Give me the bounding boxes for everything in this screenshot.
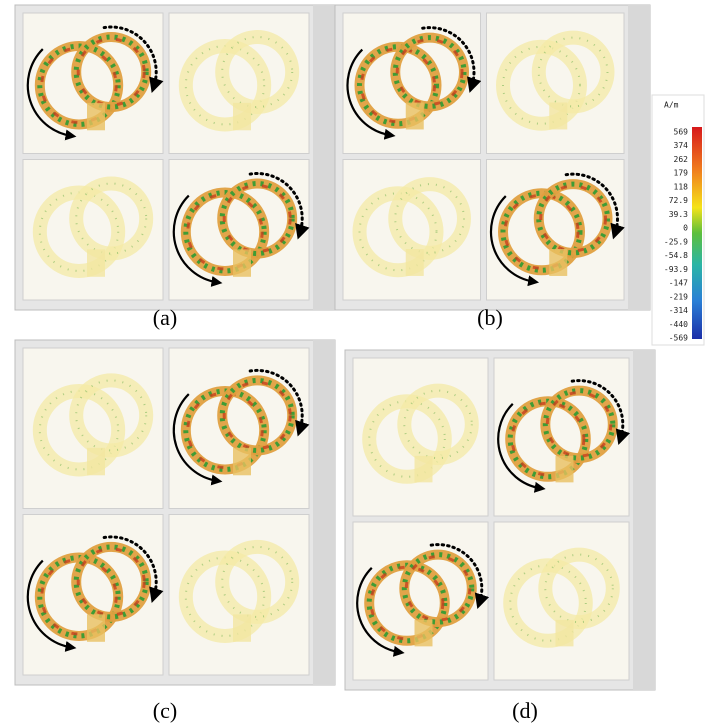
feed	[556, 620, 574, 646]
panel-label: (a)	[153, 305, 177, 330]
feed	[87, 103, 105, 130]
panel: (b)	[335, 5, 650, 330]
legend-tick: 72.9	[669, 196, 688, 205]
legend-tick: 179	[674, 169, 689, 178]
panel-side	[628, 5, 650, 310]
legend-tick: 39.3	[669, 210, 688, 219]
legend-tick: -147	[669, 279, 688, 288]
legend-tick: 118	[674, 182, 689, 191]
panel: (d)	[345, 350, 655, 723]
feed	[87, 448, 105, 475]
feed	[87, 249, 105, 276]
feed	[415, 620, 433, 646]
feed	[549, 103, 567, 130]
legend-tick: 374	[674, 141, 689, 150]
feed	[233, 448, 251, 475]
panel-side	[633, 350, 655, 690]
legend-tick: -54.8	[664, 251, 688, 260]
feed	[233, 614, 251, 641]
legend-unit: A/m	[664, 101, 679, 110]
legend-tick: 0	[683, 224, 688, 233]
panel-side	[313, 5, 335, 310]
legend-tick: -440	[669, 320, 688, 329]
panel-label: (b)	[477, 305, 503, 330]
legend-tick: 262	[674, 155, 689, 164]
legend-tick: -93.9	[664, 265, 688, 274]
legend-tick: -314	[669, 306, 688, 315]
panel-side	[313, 340, 335, 685]
legend: A/m 569 374 262 179 118 72.9 39.3 0 -25.9 -54.8 -93…	[652, 95, 704, 345]
panel-label: (c)	[153, 698, 177, 723]
feed	[415, 456, 433, 482]
panel: (a)	[15, 5, 335, 330]
figure-canvas: (a) (b) (c) (d) A/m 569 374 262 179 118 72.9 39.3 0 -…	[0, 0, 705, 727]
feed	[233, 249, 251, 276]
feed	[406, 249, 424, 276]
legend-tick: -25.9	[664, 237, 688, 246]
feed	[549, 249, 567, 276]
feed	[556, 456, 574, 482]
colorbar	[692, 127, 702, 339]
legend-tick: -569	[669, 334, 688, 343]
panel: (c)	[15, 340, 335, 723]
feed	[87, 614, 105, 641]
feed	[406, 103, 424, 130]
legend-tick: 569	[674, 128, 689, 137]
legend-tick: -219	[669, 292, 688, 301]
figure: (a) (b) (c) (d) A/m 569 374 262 179 118 72.9 39.3 0 -…	[0, 0, 705, 727]
feed	[233, 103, 251, 130]
panel-label: (d)	[512, 698, 538, 723]
